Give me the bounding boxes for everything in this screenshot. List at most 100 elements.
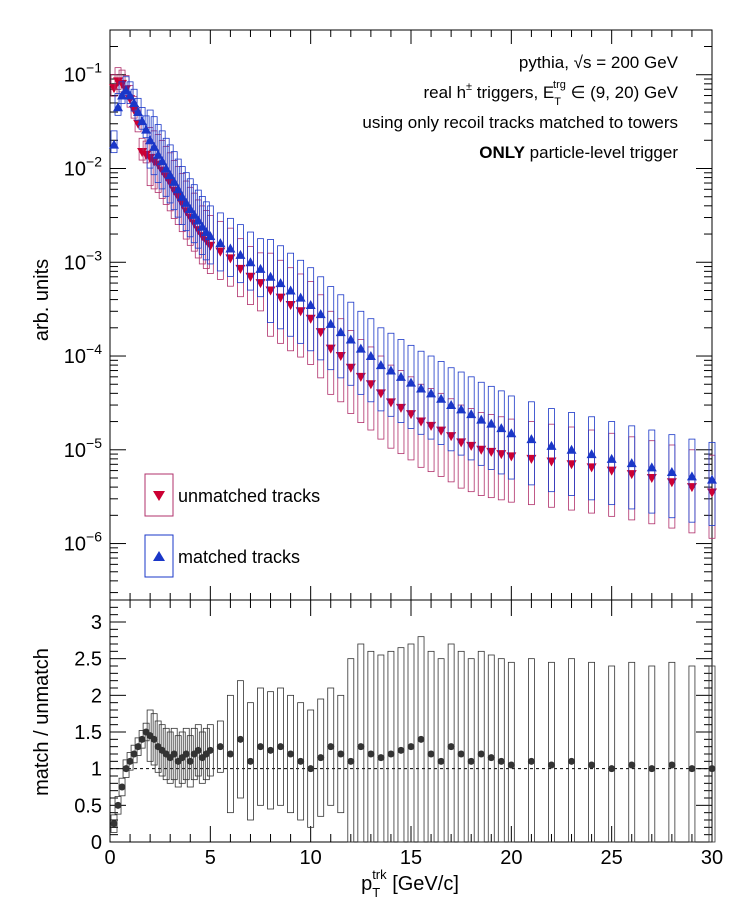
tick-exponent: −5 [86, 435, 102, 451]
ratio-point [437, 757, 445, 765]
ratio-point [138, 735, 146, 743]
matched-point [606, 453, 617, 463]
legend-box-unmatched [144, 473, 174, 517]
ratio-error [588, 661, 595, 843]
matched-point [416, 383, 427, 393]
matched-error [158, 130, 166, 190]
ratio-error [568, 658, 575, 843]
ratio-error [387, 650, 395, 843]
info-line-2-pre: real h [424, 83, 467, 102]
ratio-frame-border [109, 599, 713, 843]
ratio-error [497, 658, 505, 843]
ratio-point [114, 801, 122, 809]
matched-error [226, 217, 234, 277]
ratio-y-tick-label: 3 [91, 612, 102, 634]
info-line-4: ONLY particle-level trigger [479, 143, 678, 162]
matched-error [487, 385, 495, 470]
ratio-point [397, 746, 405, 754]
matched-point [133, 107, 144, 117]
info-line-2: real h± triggers, ETtrg ∈ (9, 20) GeV [424, 79, 679, 108]
matched-point [265, 271, 276, 281]
matched-error [237, 224, 244, 284]
info-line-1: pythia, √s = 200 GeV [519, 53, 679, 72]
ratio-error [548, 661, 555, 843]
unmatched-point [365, 380, 376, 390]
matched-error [628, 425, 636, 510]
ratio-point [588, 761, 596, 769]
unmatched-point [235, 264, 246, 274]
ratio-point [407, 743, 415, 751]
unmatched-point [295, 307, 306, 317]
ratio-error [668, 661, 676, 843]
matched-point [177, 191, 188, 201]
matched-point [526, 434, 537, 444]
ratio-point [507, 761, 515, 769]
matched-point [255, 263, 266, 273]
matched-point [169, 176, 180, 186]
matched-point [335, 327, 346, 337]
ratio-error [528, 658, 535, 843]
matched-point [626, 458, 637, 468]
matched-point [305, 300, 316, 310]
unmatched-point [526, 454, 537, 464]
ratio-point [427, 750, 435, 758]
x-axis-title: pTtrk [GeV/c] [361, 867, 459, 900]
matched-point [446, 400, 457, 410]
unmatched-point [646, 474, 657, 484]
ratio-point [170, 750, 178, 758]
matched-point [666, 466, 677, 476]
ratio-error [688, 665, 696, 843]
top-y-tick-label: 10−4 [64, 341, 102, 368]
legend: unmatched tracks matched tracks [144, 473, 320, 578]
matched-point [295, 292, 306, 302]
unmatched-point [113, 77, 124, 87]
matched-error [257, 238, 264, 298]
unmatched-point [275, 293, 286, 303]
matched-point [157, 156, 168, 166]
ratio-point [110, 820, 118, 828]
matched-error [397, 339, 405, 423]
ratio-point [477, 750, 485, 758]
matched-error [357, 310, 365, 395]
ratio-point [236, 735, 244, 743]
unmatched-point [707, 488, 717, 498]
matched-point [201, 227, 212, 237]
unmatched-point [466, 441, 477, 451]
top-y-tick-label: 10−2 [64, 153, 102, 180]
matched-point [173, 184, 184, 194]
ratio-point [257, 743, 264, 751]
ratio-point [668, 761, 676, 769]
ratio-error [708, 665, 716, 843]
unmatched-point [546, 457, 557, 467]
bottom-y-axis-title: match / unmatch [31, 648, 53, 796]
ratio-y-tick-label: 1 [91, 759, 102, 781]
ratio-error [397, 647, 405, 843]
matched-point [586, 449, 597, 459]
unmatched-point [606, 466, 617, 476]
ratio-point [206, 746, 214, 754]
matched-point [355, 343, 366, 353]
matched-error [337, 294, 345, 379]
matched-error [417, 350, 425, 435]
info-line-3: using only recoil tracks matched to towe… [362, 113, 678, 132]
matched-error [130, 88, 138, 112]
unmatched-point [626, 470, 637, 480]
matched-point [315, 309, 326, 319]
matched-point [566, 444, 577, 454]
unmatched-point [245, 272, 256, 282]
matched-point [365, 351, 376, 361]
matched-point [395, 371, 406, 381]
ratio-error [347, 658, 355, 843]
matched-error [327, 286, 335, 371]
matched-error [427, 355, 435, 440]
matched-error [142, 115, 150, 139]
legend-marker-matched [153, 551, 165, 561]
matched-point [137, 116, 148, 126]
matched-error [114, 93, 122, 116]
unmatched-point [335, 352, 346, 362]
matched-point [117, 90, 128, 100]
unmatched-point [476, 445, 487, 455]
matched-error [134, 97, 142, 121]
matched-error [178, 166, 186, 225]
legend-marker-unmatched [153, 491, 165, 501]
